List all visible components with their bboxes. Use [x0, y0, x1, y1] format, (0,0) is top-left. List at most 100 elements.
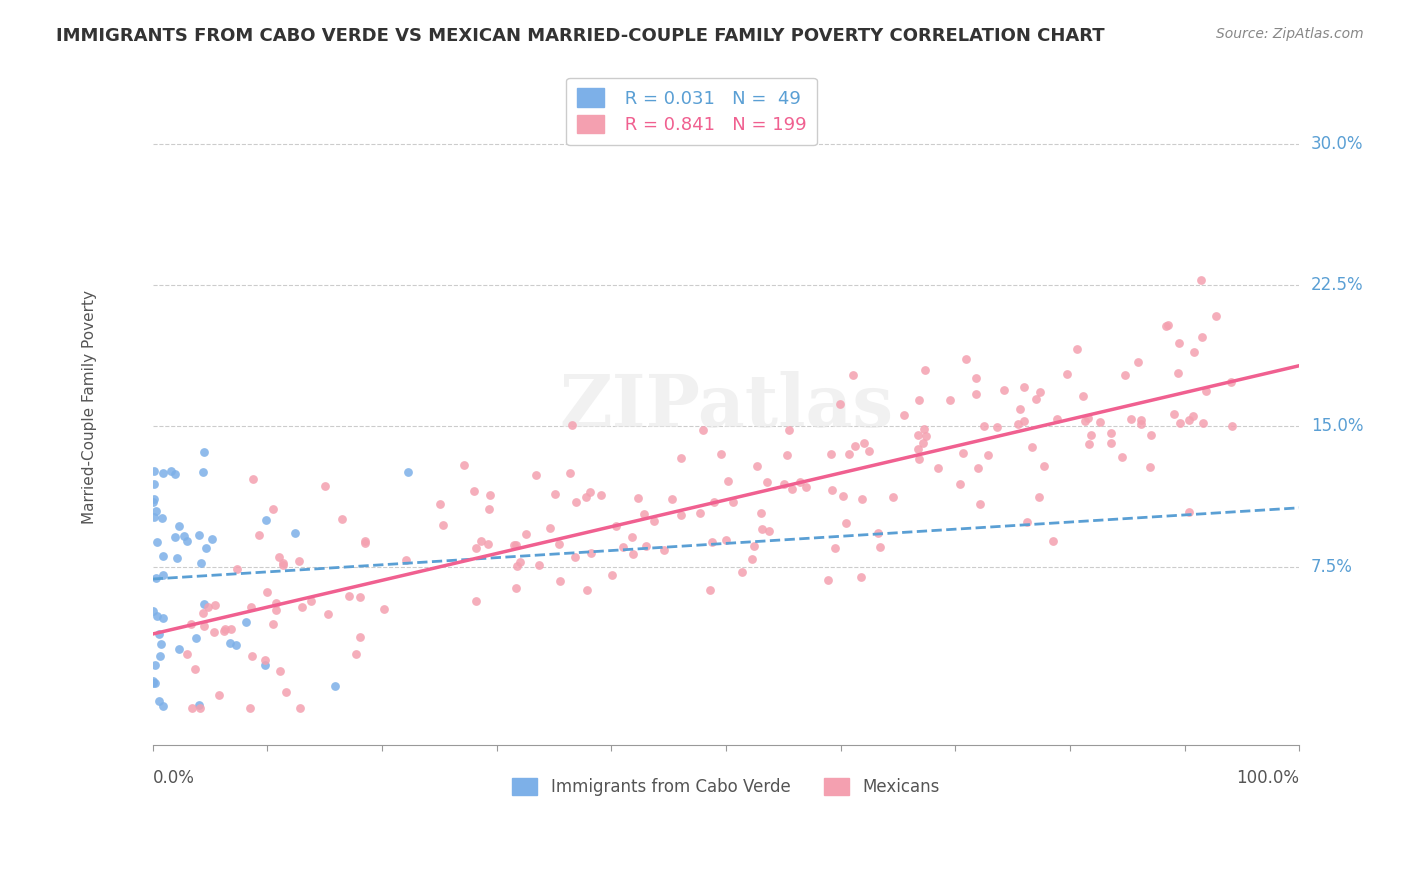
Point — [1220, 418, 1243, 433]
Point — [869, 540, 891, 554]
Point — [266, 596, 288, 610]
Point — [842, 368, 865, 383]
Point — [1119, 412, 1142, 426]
Point — [882, 490, 904, 504]
Point — [465, 541, 488, 555]
Point — [502, 539, 524, 553]
Point — [758, 524, 780, 538]
Point — [191, 465, 214, 479]
Point — [314, 479, 336, 493]
Point — [226, 562, 249, 576]
Point — [143, 676, 166, 690]
Point — [1182, 344, 1205, 359]
Point — [1191, 330, 1213, 344]
Point — [239, 600, 262, 615]
Point — [291, 600, 314, 615]
Point — [1157, 318, 1180, 332]
Point — [193, 618, 215, 632]
Point — [1099, 425, 1122, 440]
Point — [789, 475, 811, 489]
Point — [143, 491, 166, 506]
Point — [264, 603, 287, 617]
Point — [643, 515, 665, 529]
Point — [1077, 411, 1099, 425]
Text: 0.0%: 0.0% — [153, 769, 194, 787]
Point — [838, 447, 860, 461]
Point — [1192, 417, 1215, 431]
Point — [560, 466, 582, 480]
Point — [1046, 412, 1069, 426]
Point — [564, 549, 586, 564]
Point — [661, 492, 683, 507]
Point — [692, 423, 714, 437]
Point — [835, 516, 858, 531]
Text: 7.5%: 7.5% — [1310, 558, 1353, 575]
Point — [254, 653, 277, 667]
Point — [1181, 409, 1204, 424]
Point — [844, 439, 866, 453]
Point — [163, 467, 186, 482]
Point — [201, 532, 224, 546]
Point — [849, 570, 872, 584]
Point — [1078, 437, 1101, 451]
Point — [578, 485, 600, 500]
Point — [505, 538, 527, 552]
Point — [702, 535, 724, 549]
Point — [176, 647, 198, 661]
Point — [1111, 450, 1133, 464]
Point — [187, 527, 209, 541]
Point — [242, 472, 264, 486]
Point — [893, 408, 915, 422]
Point — [747, 459, 769, 474]
Point — [828, 396, 851, 410]
Point — [1167, 335, 1189, 350]
Point — [976, 448, 998, 462]
Point — [239, 700, 262, 714]
Point — [575, 490, 598, 504]
Point — [145, 571, 167, 585]
Point — [353, 536, 375, 550]
Point — [273, 558, 295, 572]
Point — [710, 446, 733, 460]
Point — [965, 371, 987, 385]
Point — [907, 452, 929, 467]
Point — [1015, 515, 1038, 529]
Point — [852, 436, 875, 450]
Point — [143, 509, 166, 524]
Point — [561, 417, 583, 432]
Point — [1021, 440, 1043, 454]
Point — [669, 508, 692, 522]
Point — [1189, 273, 1212, 287]
Point — [1028, 491, 1050, 505]
Point — [1130, 417, 1153, 431]
Point — [176, 534, 198, 549]
Point — [967, 461, 990, 475]
Point — [218, 636, 240, 650]
Point — [235, 615, 257, 629]
Point — [927, 461, 949, 475]
Point — [633, 508, 655, 522]
Point — [505, 581, 527, 595]
Point — [429, 497, 451, 511]
Point — [907, 442, 929, 456]
Point — [1195, 384, 1218, 398]
Point — [915, 429, 938, 443]
Point — [524, 468, 547, 483]
Point — [652, 542, 675, 557]
Point — [184, 631, 207, 645]
Point — [717, 475, 740, 489]
Point — [600, 568, 623, 582]
Point — [1114, 368, 1136, 382]
Point — [636, 539, 658, 553]
Point — [316, 607, 339, 621]
Point — [166, 551, 188, 566]
Point — [173, 529, 195, 543]
Point — [1042, 534, 1064, 549]
Point — [965, 387, 987, 401]
Point — [152, 549, 174, 563]
Point — [1012, 380, 1035, 394]
Point — [1071, 389, 1094, 403]
Point — [1220, 376, 1243, 390]
Point — [912, 436, 935, 450]
Text: 100.0%: 100.0% — [1236, 769, 1299, 787]
